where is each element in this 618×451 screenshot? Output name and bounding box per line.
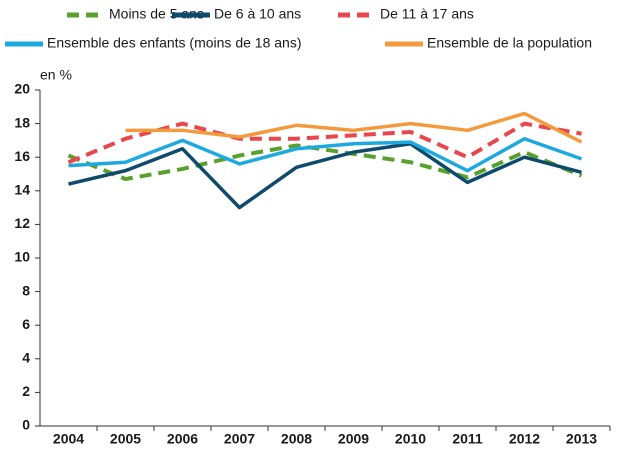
y-tick-label: 0 bbox=[22, 417, 30, 433]
x-tick-label: 2006 bbox=[167, 431, 198, 447]
series-line bbox=[67, 121, 582, 165]
legend-label: De 11 à 17 ans bbox=[380, 6, 474, 22]
y-tick-label: 4 bbox=[22, 350, 30, 366]
y-tick-label: 12 bbox=[14, 215, 30, 231]
y-tick-label: 6 bbox=[22, 316, 30, 332]
legend-label: Moins de 5 ans bbox=[109, 6, 204, 22]
y-tick-label: 20 bbox=[14, 81, 30, 97]
y-tick-label: 8 bbox=[22, 282, 30, 298]
series-line bbox=[67, 143, 583, 182]
y-tick-label: 16 bbox=[14, 148, 30, 164]
legend-label: Ensemble de la population bbox=[427, 35, 592, 51]
y-tick-label: 10 bbox=[14, 249, 30, 265]
y-axis-label: en % bbox=[40, 67, 72, 83]
legend-label: Ensemble des enfants (moins de 18 ans) bbox=[47, 35, 301, 51]
x-tick-label: 2008 bbox=[281, 431, 312, 447]
y-tick-label: 14 bbox=[14, 182, 30, 198]
x-tick-label: 2004 bbox=[53, 431, 84, 447]
legend-label: De 6 à 10 ans bbox=[214, 6, 301, 22]
x-tick-label: 2010 bbox=[395, 431, 426, 447]
x-tick-label: 2007 bbox=[224, 431, 255, 447]
x-tick-label: 2011 bbox=[452, 431, 483, 447]
x-tick-label: 2005 bbox=[110, 431, 141, 447]
x-tick-label: 2012 bbox=[509, 431, 540, 447]
y-tick-label: 2 bbox=[22, 383, 30, 399]
x-tick-label: 2013 bbox=[566, 431, 597, 447]
series-line bbox=[125, 111, 583, 144]
x-tick-label: 2009 bbox=[338, 431, 369, 447]
series-line bbox=[68, 142, 582, 210]
y-tick-label: 18 bbox=[14, 114, 30, 130]
series-line bbox=[68, 136, 583, 173]
